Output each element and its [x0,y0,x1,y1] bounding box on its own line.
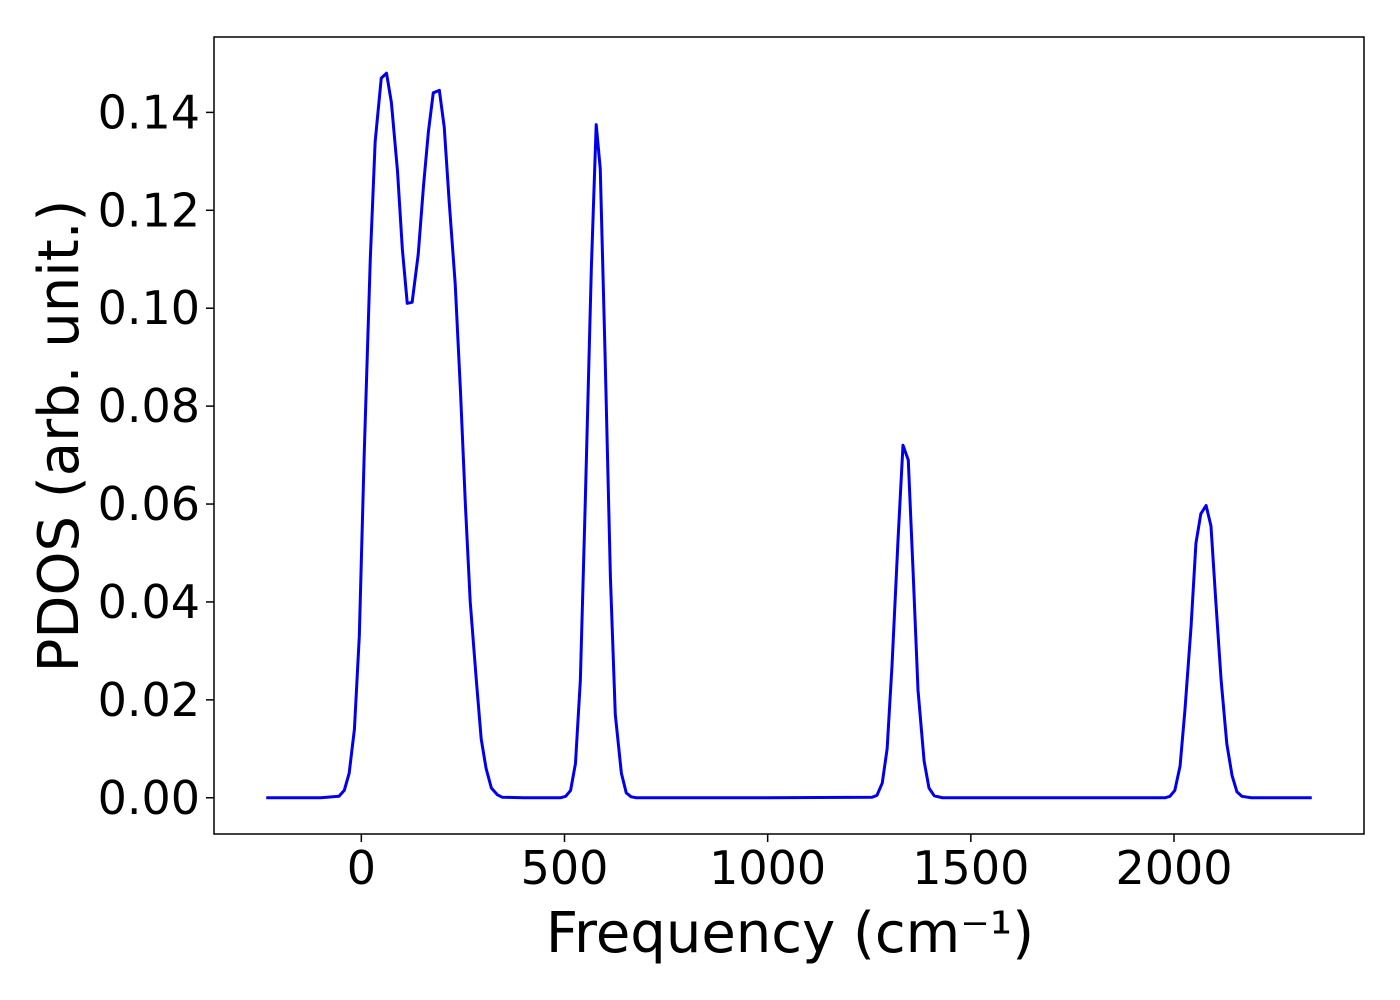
y-tick-label: 0.10 [98,281,200,335]
line [266,71,1312,800]
x-tick-label: 1500 [912,841,1029,895]
y-axis-label: PDOS (arb. unit.) [27,200,92,673]
y-tick-label: 0.12 [98,183,200,237]
plot-frame [213,36,1365,835]
x-tick-label: 2000 [1115,841,1232,895]
x-tick-label: 0 [347,841,376,895]
y-tick-label: 0.02 [98,673,200,727]
y-tick-label: 0.14 [98,85,200,139]
y-tick-label: 0.06 [98,477,200,531]
y-tick-label: 0.04 [98,575,200,629]
y-tick-label: 0.00 [98,771,200,825]
x-tick-label: 1000 [709,841,826,895]
y-tick-label: 0.08 [98,379,200,433]
x-tick-label: 500 [521,841,609,895]
x-axis-label: Frequency (cm⁻¹) [546,901,1034,966]
